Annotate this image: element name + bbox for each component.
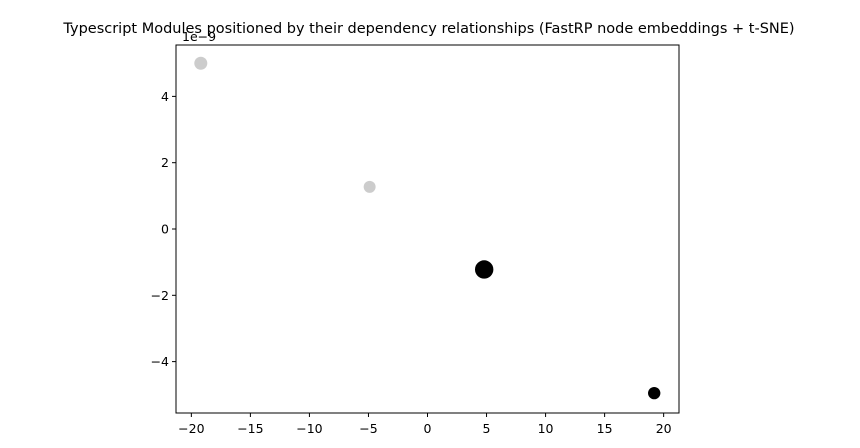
x-tick-label: 20: [656, 421, 672, 436]
y-tick-label: 2: [161, 155, 169, 170]
x-tick-label: −15: [237, 421, 263, 436]
y-tick-label: 0: [161, 222, 169, 237]
scatter-point: [474, 260, 494, 279]
y-axis-offset-label: 1e−9: [182, 29, 216, 44]
x-tick-label: −20: [178, 421, 204, 436]
chart-title: Typescript Modules positioned by their d…: [62, 21, 794, 37]
scatter-point: [363, 180, 376, 193]
x-tick-label: 15: [597, 421, 613, 436]
x-tick-label: 5: [483, 421, 491, 436]
scatter-point: [194, 56, 208, 70]
plot-frame: [175, 44, 680, 414]
x-tick-label: −5: [359, 421, 377, 436]
y-tick-label: 4: [161, 89, 169, 104]
scatter-point: [648, 386, 661, 400]
y-tick-label: −2: [151, 288, 169, 303]
y-tick-label: −4: [151, 354, 169, 369]
x-tick-label: 0: [424, 421, 432, 436]
x-tick-label: −10: [296, 421, 322, 436]
data-points: [194, 56, 661, 400]
x-tick-label: 10: [538, 421, 554, 436]
